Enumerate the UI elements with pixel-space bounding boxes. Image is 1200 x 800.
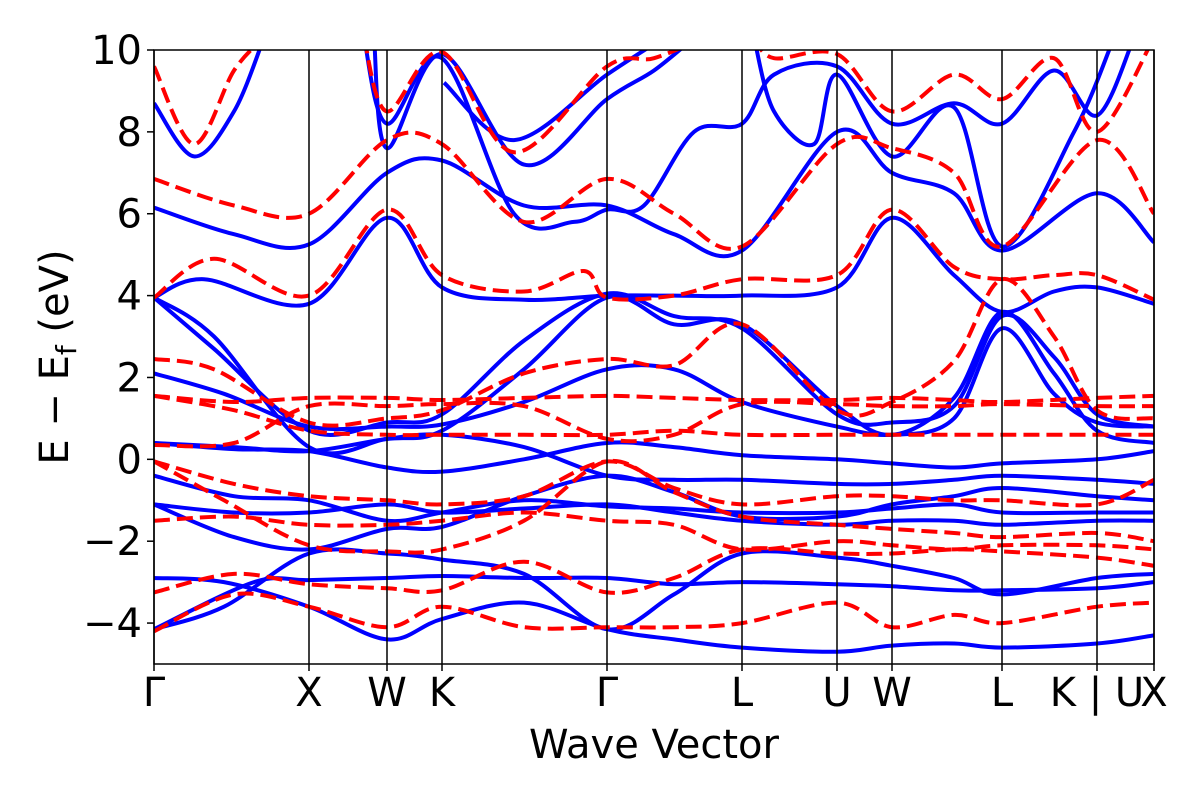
dashed-red-band-10 <box>154 130 1154 251</box>
y-axis-ticks: −4 −2 0 2 4 6 8 10 <box>83 28 154 647</box>
y-tick-label-1: −2 <box>83 519 142 565</box>
dashed-red-band-4 <box>154 458 1154 555</box>
solid-blue-band-3 <box>154 473 1154 524</box>
solid-blue-band-16 <box>442 50 649 143</box>
x-tick-label-1: X <box>295 670 322 716</box>
x-tick-label-9: K | U <box>1050 670 1144 716</box>
solid-blue-band-8 <box>154 326 1154 438</box>
solid-blue-band-6 <box>154 440 1154 475</box>
dashed-red-band-0 <box>154 546 1154 595</box>
solid-blue-band-7 <box>154 432 1154 487</box>
solid-blue-band-17 <box>754 50 1112 249</box>
dashed-red-band-11 <box>154 50 254 147</box>
solid-blue-band-1 <box>154 576 1154 654</box>
dashed-red-band-3 <box>154 459 1154 508</box>
y-tick-label-2: 0 <box>117 437 142 483</box>
x-tick-label-4: Γ <box>596 670 619 716</box>
x-tick-label-3: K <box>429 670 457 716</box>
x-tick-label-10: X <box>1140 670 1167 716</box>
solid-blue-band-12 <box>154 127 1154 259</box>
y-tick-label-6: 8 <box>117 110 142 156</box>
solid-blue-band-13 <box>154 50 262 159</box>
y-axis-label-subscript: f <box>50 344 83 355</box>
y-tick-label-4: 4 <box>117 274 142 320</box>
x-tick-label-8: L <box>991 670 1014 716</box>
y-tick-label-0: −4 <box>83 601 142 647</box>
x-tick-label-0: Γ <box>143 670 166 716</box>
x-tick-label-2: W <box>367 670 407 716</box>
solid-blue-band-11 <box>154 215 1154 315</box>
plot-frame <box>153 49 1155 665</box>
y-axis-label: E − Ef (eV) <box>32 249 83 464</box>
y-tick-label-3: 2 <box>117 355 142 401</box>
dashed-red-band-8 <box>154 277 1154 428</box>
x-tick-label-5: L <box>731 670 754 716</box>
band-lines <box>154 50 1154 654</box>
kpoint-divider-lines <box>153 50 1155 664</box>
x-tick-label-7: W <box>872 670 912 716</box>
y-axis-label-unit: (eV) <box>32 249 78 345</box>
dashed-red-band-13 <box>758 50 1150 134</box>
dashed-red-band-7 <box>154 399 1154 449</box>
x-axis-label: Wave Vector <box>529 722 780 768</box>
dashed-red-band-9 <box>154 207 1154 302</box>
dashed-red-band-1 <box>154 591 1154 634</box>
solid-blue-band-15 <box>364 50 1132 231</box>
y-axis-label-main: E − E <box>32 355 78 465</box>
solid-blue-band-4 <box>154 502 1154 527</box>
dashed-red-band-5 <box>154 393 1154 438</box>
x-tick-label-6: U <box>822 670 851 716</box>
y-tick-label-5: 6 <box>117 192 142 238</box>
solid-blue-band-2 <box>154 547 1154 632</box>
dashed-red-band-6 <box>154 393 1154 405</box>
y-tick-label-7: 10 <box>91 28 142 74</box>
dashed-red-band-2 <box>154 510 1154 552</box>
